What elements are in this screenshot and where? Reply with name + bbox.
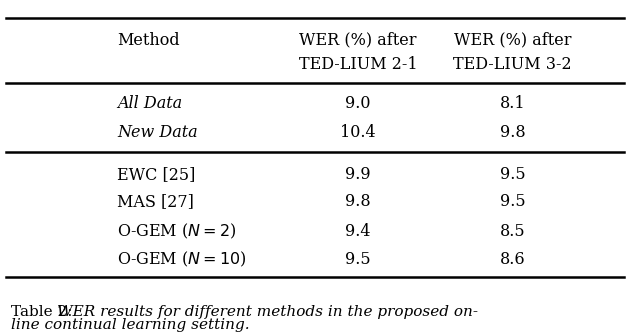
Text: 9.5: 9.5 [345,251,371,268]
Text: WER (%) after: WER (%) after [299,32,417,49]
Text: 9.5: 9.5 [500,193,525,210]
Text: EWC [25]: EWC [25] [117,166,196,183]
Text: Table 2:: Table 2: [11,305,77,319]
Text: O-GEM ($N = 10$): O-GEM ($N = 10$) [117,250,247,269]
Text: 9.8: 9.8 [345,193,371,210]
Text: All Data: All Data [117,95,183,112]
Text: New Data: New Data [117,124,198,141]
Text: O-GEM ($N = 2$): O-GEM ($N = 2$) [117,222,237,241]
Text: 8.5: 8.5 [500,223,525,240]
Text: 10.4: 10.4 [340,124,376,141]
Text: line continual learning setting.: line continual learning setting. [11,318,250,332]
Text: WER results for different methods in the proposed on-: WER results for different methods in the… [57,305,478,319]
Text: 9.5: 9.5 [500,166,525,183]
Text: 8.1: 8.1 [500,95,525,112]
Text: 9.9: 9.9 [345,166,371,183]
Text: Method: Method [117,32,180,49]
Text: 9.0: 9.0 [345,95,371,112]
Text: Table 2: WER results for different methods in the proposed on-: Table 2: WER results for different metho… [11,305,499,319]
Text: TED-LIUM 3-2: TED-LIUM 3-2 [453,56,572,72]
Text: WER (%) after: WER (%) after [454,32,571,49]
Text: 8.6: 8.6 [500,251,525,268]
Text: 9.8: 9.8 [500,124,525,141]
Text: 9.4: 9.4 [345,223,371,240]
Text: MAS [27]: MAS [27] [117,193,194,210]
Text: TED-LIUM 2-1: TED-LIUM 2-1 [299,56,418,72]
